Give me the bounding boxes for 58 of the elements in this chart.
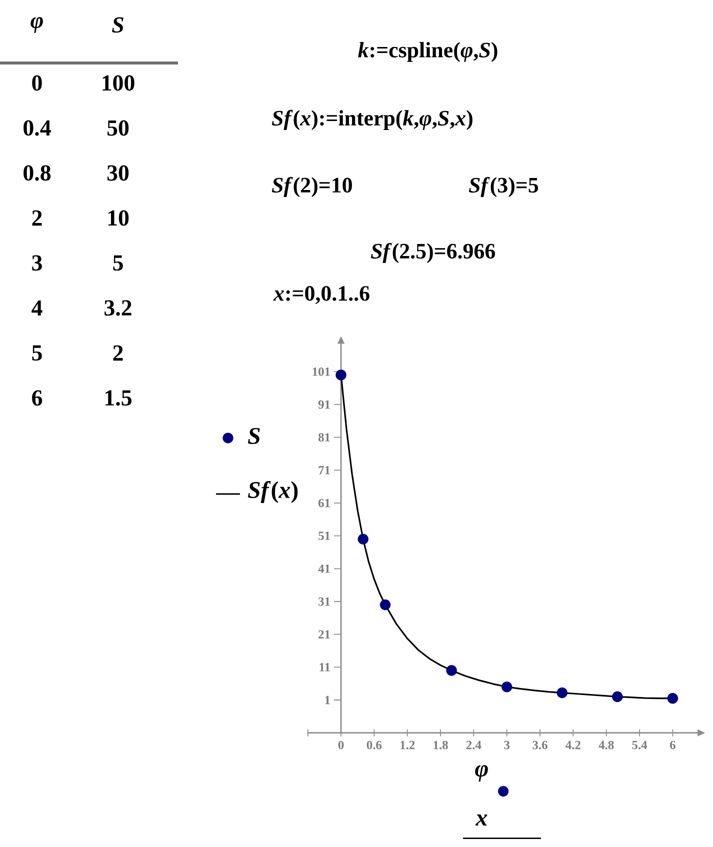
text: 5 bbox=[113, 255, 123, 271]
point bbox=[667, 692, 678, 704]
x-tick-label: 2.4 bbox=[466, 740, 482, 750]
point bbox=[501, 682, 512, 692]
text: 3.2 bbox=[104, 300, 132, 316]
x-tick-label: 6 bbox=[670, 740, 676, 750]
text: k:=cspline(φ,S) bbox=[358, 42, 498, 62]
y-tick-label: 1 bbox=[325, 696, 330, 704]
text: 3 bbox=[32, 255, 42, 271]
x-tick-label: 1.8 bbox=[434, 740, 448, 750]
y-tick-label: 51 bbox=[318, 532, 330, 540]
text: 50 bbox=[107, 120, 129, 136]
y-tick-label: 101 bbox=[312, 367, 330, 376]
text: 4 bbox=[32, 300, 42, 316]
x-tick-label: 5.4 bbox=[632, 740, 648, 750]
point bbox=[358, 534, 368, 544]
legend-label: S bbox=[248, 428, 260, 444]
text: Sf(2)=10 bbox=[272, 176, 352, 198]
text: 6 bbox=[32, 390, 42, 406]
text: 1.5 bbox=[106, 390, 132, 406]
text: x bbox=[475, 814, 488, 826]
legend-label: Sf(x) bbox=[248, 481, 298, 503]
x-axis-title: φ bbox=[475, 765, 488, 782]
point bbox=[556, 687, 568, 698]
text: 30 bbox=[107, 165, 129, 181]
text: Sf(3)=5 bbox=[468, 176, 538, 198]
y-tick-label: 41 bbox=[318, 564, 330, 573]
y-tick-label: 81 bbox=[318, 433, 330, 442]
x-tick-label: 3.6 bbox=[532, 740, 548, 750]
x-tick-label: 4.8 bbox=[598, 740, 614, 750]
x-tick-label: 0 bbox=[338, 740, 344, 750]
y-tick-label: 91 bbox=[318, 400, 330, 409]
text: 10 bbox=[108, 210, 129, 226]
point bbox=[380, 599, 391, 610]
text: φ bbox=[30, 17, 43, 33]
text: Sf(2.5)=6.966 bbox=[370, 242, 495, 264]
y-tick-label: 61 bbox=[318, 498, 330, 508]
text: S bbox=[112, 17, 124, 33]
text: 5 bbox=[32, 345, 42, 361]
y-tick-label: 21 bbox=[318, 630, 330, 638]
x-tick-label: 4.2 bbox=[566, 740, 580, 750]
point bbox=[336, 370, 346, 380]
text: 2 bbox=[32, 210, 42, 226]
point bbox=[446, 665, 457, 676]
text: 2 bbox=[113, 345, 123, 361]
x-tick-label: 3 bbox=[504, 740, 510, 750]
text: 0.8 bbox=[24, 165, 51, 181]
text: 0.4 bbox=[24, 120, 51, 136]
text: x:=0,0.1..6 bbox=[273, 286, 370, 304]
x-tick-label: 1.2 bbox=[400, 740, 415, 750]
x-tick-label: 0.6 bbox=[366, 740, 382, 750]
text: Sf(x):=interp(k,φ,S,x) bbox=[272, 110, 472, 130]
text: 0 bbox=[32, 75, 42, 91]
y-tick-label: 31 bbox=[318, 597, 330, 606]
text: 100 bbox=[102, 75, 134, 91]
point bbox=[612, 691, 623, 702]
y-tick-label: 11 bbox=[320, 663, 330, 672]
y-tick-label: 71 bbox=[318, 466, 330, 474]
